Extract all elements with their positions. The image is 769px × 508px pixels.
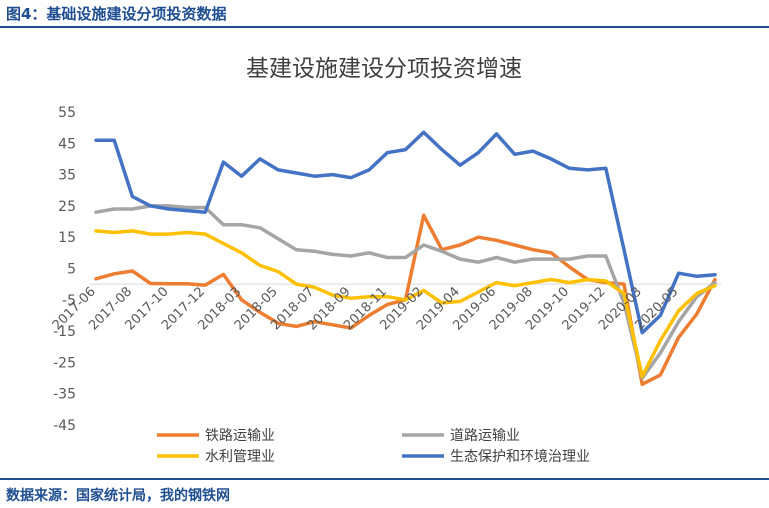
figure-header: 图4：基础设施建设分项投资数据 <box>0 0 769 28</box>
y-tick-label: 55 <box>58 105 76 121</box>
y-tick-label: 45 <box>58 136 76 152</box>
y-tick-label: 25 <box>58 199 76 215</box>
y-tick-label: 35 <box>58 168 76 184</box>
y-tick-label: -25 <box>53 355 76 371</box>
figure-footer: 数据来源：国家统计局，我的钢铁网 <box>0 478 769 508</box>
series-lines <box>94 130 717 387</box>
y-tick-label: -15 <box>53 324 76 340</box>
legend-label: 铁路运输业 <box>205 428 275 444</box>
footer-rule <box>0 478 769 480</box>
series-line-道路运输业 <box>94 204 717 380</box>
y-tick-label: -35 <box>53 387 76 403</box>
legend-label: 生态保护和环境治理业 <box>450 449 590 465</box>
chart-title: 基建设施建设分项投资增速 <box>246 56 522 82</box>
series-line-生态保护和环境治理业 <box>94 130 717 335</box>
legend-label: 道路运输业 <box>450 428 520 444</box>
y-tick-label: 15 <box>58 230 76 246</box>
data-source: 数据来源：国家统计局，我的钢铁网 <box>6 488 230 504</box>
y-axis: 55 45 35 25 15 5 -5 -15 -25 -35 -45 <box>53 105 76 434</box>
x-axis: 2017-062017-082017-102017-122018-032018-… <box>50 284 682 333</box>
legend-label: 水利管理业 <box>205 449 275 465</box>
series-line-水利管理业 <box>94 229 717 379</box>
header-rule <box>0 26 769 28</box>
y-tick-label: -5 <box>62 293 76 309</box>
line-chart: 基建设施建设分项投资增速 55 45 35 25 15 5 -5 -15 -25 -35 -45 2… <box>50 56 721 465</box>
y-tick-label: -45 <box>53 418 76 434</box>
figure-caption: 图4：基础设施建设分项投资数据 <box>6 5 227 23</box>
y-tick-label: 5 <box>67 262 76 278</box>
